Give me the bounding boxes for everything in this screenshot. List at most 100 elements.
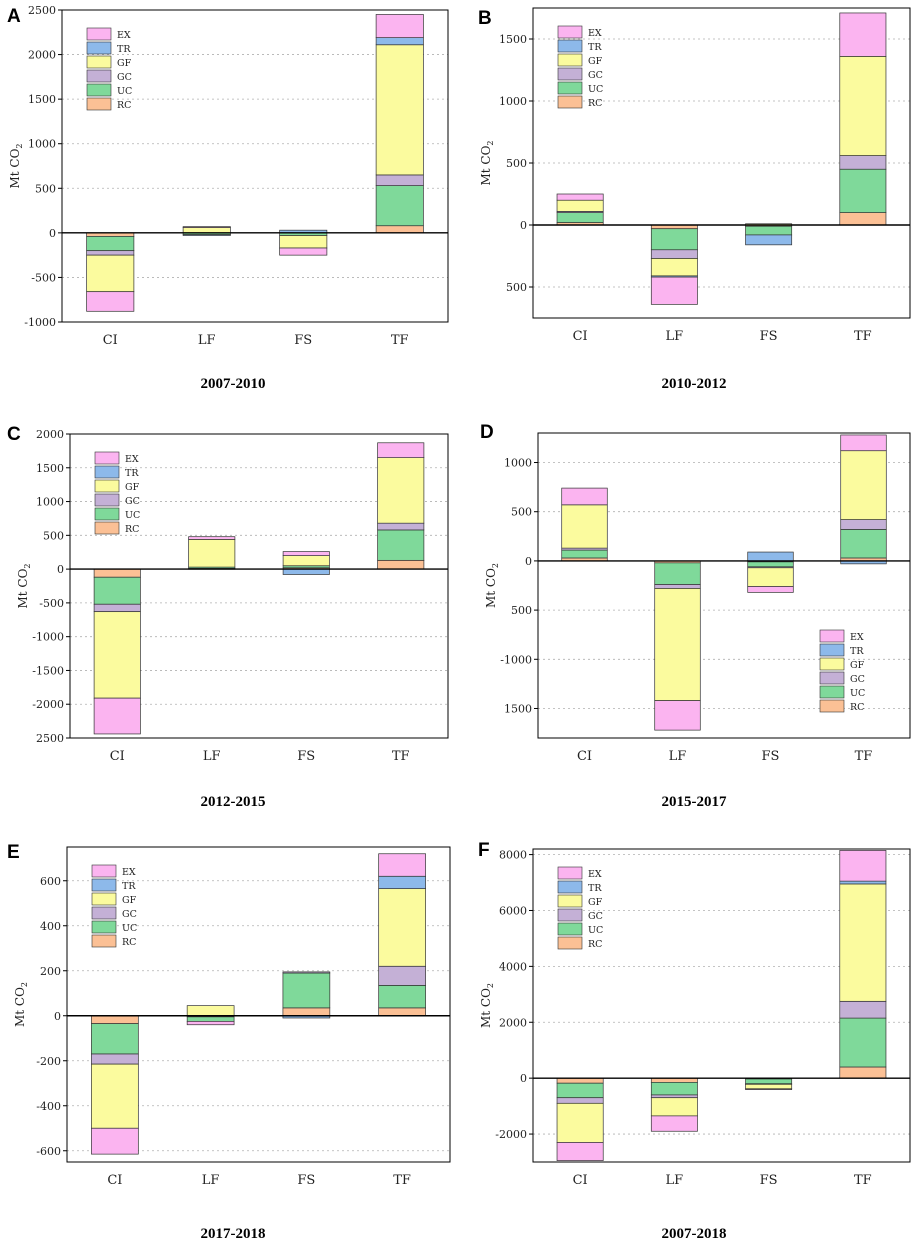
y-tick-label: -500 <box>31 271 56 284</box>
legend-swatch-rc <box>91 934 117 948</box>
bar-segment-gf-lf <box>650 258 698 277</box>
bar-segment-rc-fs <box>282 1007 331 1017</box>
legend-label-gc: GC <box>588 70 603 81</box>
plot-frame <box>532 848 911 1163</box>
bar-segment-gf-ci <box>93 611 141 699</box>
legend-label-gf: GF <box>588 56 603 67</box>
bar-segment-ex-ci <box>556 193 604 201</box>
x-category-label: CI <box>103 333 118 348</box>
bar-segment-gf-lf <box>186 1005 235 1017</box>
legend-swatch-gc <box>557 908 583 922</box>
bar-segment-gf-lf <box>182 227 231 234</box>
legend-swatch-rc <box>557 936 583 950</box>
legend-label-uc: UC <box>588 84 603 95</box>
legend-label-ex: EX <box>588 869 602 880</box>
bar-segment-gf-tf <box>375 44 424 176</box>
bar-segment-gf-ci <box>86 254 135 293</box>
bar-segment-gc-ci <box>86 250 135 256</box>
x-category-label: LF <box>666 329 684 344</box>
y-tick-label: -400 <box>36 1100 61 1113</box>
legend-swatch-gf <box>91 892 117 906</box>
legend-label-gc: GC <box>850 674 865 685</box>
bar-segment-rc-tf <box>839 1066 887 1079</box>
y-tick-label: 1000 <box>28 138 56 151</box>
bar-segment-ex-tf <box>377 442 425 458</box>
bar-segment-gf-tf <box>839 56 887 156</box>
bar-segment-gc-fs <box>282 971 331 974</box>
plot-frame <box>61 9 449 323</box>
bar-segment-gc-tf <box>839 155 887 170</box>
y-tick-label: 500 <box>35 182 56 195</box>
chart-svg: A -1000 -500 0 500 1000 1500 2000 2500 CI LF FS TF Mt… <box>7 4 449 348</box>
legend-swatch-ex <box>819 629 845 643</box>
y-tick-label: 500 <box>506 281 527 294</box>
bar-segment-uc-ci <box>556 1082 604 1099</box>
chart-panel-d: D 1500 -1000 500 0 500 1000 CI LF FS TF Mt CO2 EX TR G… <box>460 416 920 832</box>
bar-segment-uc-tf <box>839 1017 887 1068</box>
y-tick-label: 6000 <box>499 904 527 917</box>
legend-label-rc: RC <box>588 939 602 950</box>
x-category-label: CI <box>573 329 588 344</box>
panel-letter: C <box>7 424 21 445</box>
y-tick-label: -1000 <box>32 631 64 644</box>
bar-segment-tr-fs <box>747 551 794 562</box>
y-axis-label: Mt CO2 <box>13 982 29 1027</box>
x-category-label: CI <box>110 749 125 764</box>
legend-label-ex: EX <box>588 28 602 39</box>
chart-panel-b: B 500 0 500 1000 1500 CI LF FS TF Mt CO2 EX TR GF GC UC… <box>460 0 920 416</box>
legend-label-rc: RC <box>117 100 131 111</box>
bar-segment-gc-tf <box>375 174 424 186</box>
legend-label-ex: EX <box>125 454 139 465</box>
x-category-label: FS <box>294 333 312 348</box>
x-category-label: FS <box>760 1173 778 1188</box>
x-category-label: TF <box>855 749 873 764</box>
bar-segment-ex-tf <box>375 14 424 38</box>
chart-panel-e: E -600 -400 -200 0 200 400 600 CI LF FS TF Mt CO2 EX T… <box>0 832 460 1248</box>
x-category-label: LF <box>669 749 687 764</box>
legend-swatch-gf <box>86 55 112 69</box>
legend-swatch-gc <box>819 671 845 685</box>
y-tick-label: 0 <box>57 563 64 576</box>
y-tick-label: 8000 <box>499 849 527 862</box>
bar-segment-ex-tf <box>839 850 887 882</box>
bar-segment-gf-tf <box>378 888 426 967</box>
bar-segment-rc-tf <box>375 225 424 234</box>
bar-segment-uc-ci <box>556 212 604 223</box>
y-axis-label: Mt CO2 <box>479 140 495 185</box>
legend-swatch-uc <box>86 83 112 97</box>
bar-segment-gc-ci <box>93 603 141 613</box>
period-title: 2015-2017 <box>661 794 727 810</box>
legend-label-tr: TR <box>588 42 602 53</box>
legend-swatch-uc <box>557 922 583 936</box>
y-tick-label: 500 <box>511 506 532 519</box>
panel-letter: A <box>7 6 21 27</box>
legend-swatch-uc <box>94 507 120 521</box>
bar-segment-rc-ci <box>556 1077 604 1084</box>
bar-segment-uc-tf <box>378 985 426 1009</box>
bar-segment-ex-tf <box>378 853 426 877</box>
y-tick-label: 1000 <box>36 496 64 509</box>
chart-panel-f: F -2000 0 2000 4000 6000 8000 CI LF FS TF Mt CO2 EX T… <box>460 832 920 1248</box>
bar-segment-gc-tf <box>839 1000 887 1019</box>
plot-frame <box>532 7 911 319</box>
bar-segment-gf-lf <box>650 1097 698 1117</box>
bar-segment-uc-lf <box>186 1016 235 1022</box>
bar-segment-gf-ci <box>561 504 608 549</box>
legend-label-gf: GF <box>125 482 140 493</box>
bar-segment-ex-ci <box>91 1127 139 1155</box>
y-tick-label: 4000 <box>499 960 527 973</box>
legend-swatch-tr <box>91 878 117 892</box>
bar-segment-ex-lf <box>182 226 231 228</box>
bar-segment-ex-fs <box>745 1088 793 1090</box>
bar-segment-ex-ci <box>556 1142 604 1161</box>
bar-segment-ex-fs <box>279 247 328 256</box>
bar-segment-ex-lf <box>650 276 698 305</box>
period-title: 2007-2018 <box>661 1226 727 1242</box>
bar-segment-uc-tf <box>840 529 887 559</box>
bar-segment-gc-lf <box>650 1094 698 1099</box>
x-category-label: CI <box>577 749 592 764</box>
bar-segment-gf-fs <box>279 235 328 249</box>
y-axis-label: Mt CO2 <box>8 143 24 188</box>
legend-swatch-tr <box>94 465 120 479</box>
legend-swatch-ex <box>86 27 112 41</box>
